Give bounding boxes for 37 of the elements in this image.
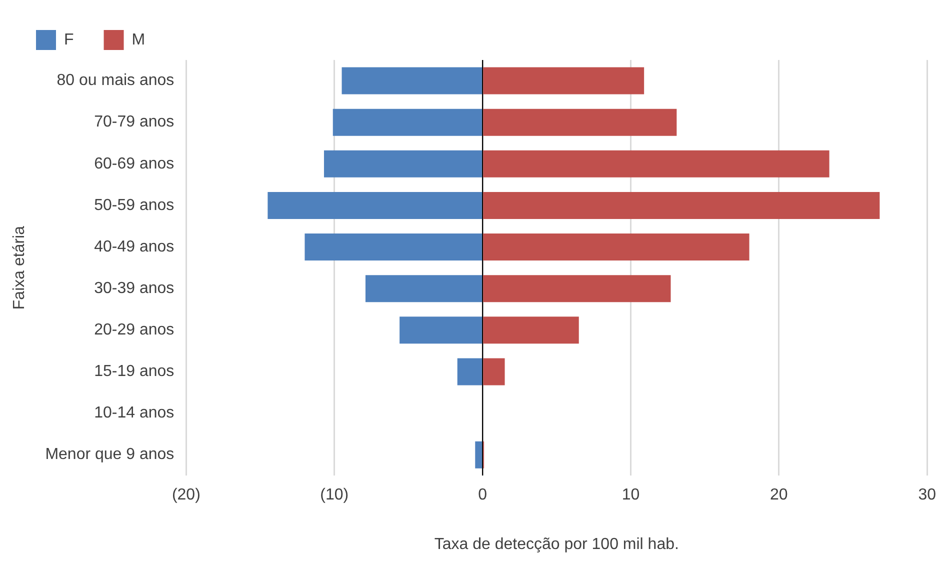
- y-axis-title: Faixa etária: [11, 226, 28, 310]
- bar: [483, 67, 644, 94]
- y-tick-label: 80 ou mais anos: [56, 72, 174, 90]
- legend-label: M: [132, 31, 146, 48]
- y-tick-label: 40-49 anos: [94, 238, 174, 256]
- y-tick-label: 60-69 anos: [94, 155, 174, 172]
- y-tick-label: 50-59 anos: [94, 196, 174, 214]
- bar: [268, 192, 482, 219]
- bar: [457, 358, 482, 386]
- x-tick-label: 30: [918, 486, 936, 504]
- bar: [483, 358, 505, 386]
- x-tick-label: (20): [172, 486, 200, 504]
- bar: [483, 234, 750, 261]
- x-tick-label: 20: [770, 486, 788, 504]
- bar: [332, 108, 482, 136]
- bar: [324, 150, 482, 178]
- bar: [400, 316, 482, 344]
- legend-label: F: [64, 31, 74, 48]
- x-tick-label: 10: [622, 486, 640, 504]
- bar: [483, 275, 671, 302]
- bar: [483, 192, 880, 219]
- y-tick-label: 15-19 anos: [94, 363, 174, 380]
- bar: [342, 67, 482, 94]
- bar: [365, 275, 482, 302]
- y-tick-label: 30-39 anos: [94, 280, 174, 297]
- x-tick-label: (10): [320, 486, 349, 504]
- bar: [304, 234, 482, 261]
- y-tick-label: 20-29 anos: [94, 322, 174, 339]
- x-axis-title: Taxa de detecção por 100 mil hab.: [434, 536, 679, 553]
- y-tick-label: 70-79 anos: [94, 114, 174, 131]
- bar: [483, 108, 677, 136]
- bar: [475, 441, 482, 468]
- y-tick-label: 10-14 anos: [94, 404, 174, 422]
- y-tick-label: Menor que 9 anos: [45, 446, 174, 464]
- bar: [483, 316, 579, 344]
- x-tick-label: 0: [478, 486, 488, 504]
- bar: [483, 150, 830, 178]
